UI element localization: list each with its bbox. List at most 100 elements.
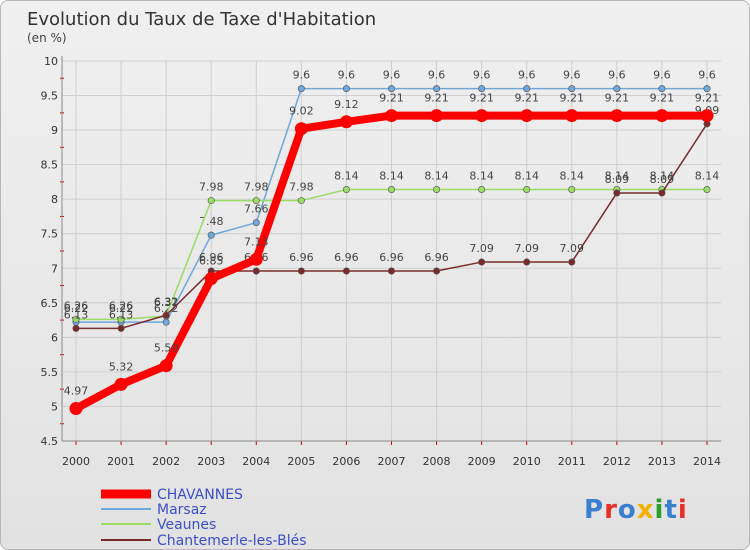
- data-point: [342, 267, 350, 275]
- data-point: [658, 189, 666, 197]
- data-label: 8.14: [424, 170, 449, 183]
- data-label: 8.14: [650, 170, 675, 183]
- data-point: [433, 85, 441, 93]
- x-tick-label: 2005: [287, 455, 315, 468]
- data-point: [207, 231, 215, 239]
- legend-label: Veaunes: [157, 517, 216, 533]
- data-label: 7.66: [244, 203, 269, 216]
- data-label: 8.14: [695, 170, 720, 183]
- x-tick-label: 2000: [62, 455, 90, 468]
- x-tick-label: 2009: [468, 455, 496, 468]
- data-label: 6.96: [199, 251, 224, 264]
- data-point: [430, 109, 444, 123]
- data-label: 9.6: [608, 69, 626, 82]
- data-label: 4.97: [64, 385, 89, 398]
- data-point: [478, 85, 486, 93]
- y-tick-label: 8.5: [41, 159, 59, 172]
- data-point: [162, 318, 170, 326]
- data-label: 9.21: [424, 92, 449, 105]
- grid: [62, 60, 721, 442]
- data-label: 9.6: [473, 69, 491, 82]
- data-label: 6.22: [64, 302, 89, 315]
- logo-letter: o: [618, 495, 637, 525]
- legend-label: Marsaz: [157, 502, 207, 518]
- data-label: 9.02: [289, 105, 314, 118]
- data-label: 9.6: [563, 69, 581, 82]
- data-label: 8.09: [650, 173, 675, 186]
- x-tick-label: 2001: [107, 455, 135, 468]
- data-label: 9.21: [605, 92, 630, 105]
- data-label: 8.14: [560, 170, 585, 183]
- data-point: [207, 197, 215, 205]
- x-tick-label: 2013: [648, 455, 676, 468]
- data-point: [252, 267, 260, 275]
- data-point: [72, 315, 80, 323]
- x-tick-label: 2007: [378, 455, 406, 468]
- data-label: 7.13: [244, 235, 269, 248]
- chart-title: Evolution du Taux de Taxe d'Habitation: [27, 9, 376, 30]
- data-point: [297, 197, 305, 205]
- data-point: [613, 85, 621, 93]
- x-tick-label: 2004: [242, 455, 270, 468]
- data-label: 6.13: [64, 308, 89, 321]
- y-tick-label: 9: [51, 124, 58, 137]
- y-tick-label: 4.5: [41, 435, 59, 448]
- logo-letter: x: [637, 495, 655, 525]
- x-tick-label: 2010: [513, 455, 541, 468]
- data-point: [387, 85, 395, 93]
- data-point: [523, 186, 531, 194]
- data-point: [252, 219, 260, 227]
- chart-subtitle: (en %): [27, 31, 67, 45]
- data-point: [433, 186, 441, 194]
- y-tick-label: 5.5: [41, 366, 59, 379]
- data-point: [610, 109, 624, 123]
- logo-letter: P: [584, 495, 604, 525]
- data-label: 8.14: [514, 170, 539, 183]
- y-tick-label: 9.5: [41, 90, 59, 103]
- series: 6.22 6.22 6.22 7.48 7.66 9.6 9.6 9.6 9.6 9.6 9.6 9.…: [64, 69, 720, 416]
- logo-letter: i: [655, 495, 665, 525]
- data-label: 7.09: [469, 242, 494, 255]
- data-point: [433, 267, 441, 275]
- data-label: 6.96: [334, 251, 359, 264]
- x-tick-label: 2006: [332, 455, 360, 468]
- data-label: 6.13: [109, 308, 134, 321]
- data-point: [523, 85, 531, 93]
- data-point: [297, 85, 305, 93]
- axes: 4.5 5 5.5 6 6.5 7 7.5 8 8.5 9 9.5 10 2000 2001 2002 200…: [41, 55, 721, 468]
- y-tick-label: 10: [44, 55, 58, 68]
- x-tick-label: 2003: [197, 455, 225, 468]
- data-point: [703, 186, 711, 194]
- data-label: 9.6: [338, 69, 356, 82]
- data-point: [658, 85, 666, 93]
- data-point: [342, 186, 350, 194]
- data-label: 9.6: [293, 69, 311, 82]
- y-tick-label: 6.5: [41, 297, 59, 310]
- data-point: [523, 258, 531, 266]
- data-label: 6.96: [379, 251, 404, 264]
- logo-letter: r: [604, 495, 618, 525]
- data-point: [117, 315, 125, 323]
- y-tick-label: 8: [51, 193, 58, 206]
- x-tick-label: 2014: [693, 455, 721, 468]
- data-label: 8.14: [379, 170, 404, 183]
- data-label: 9.6: [698, 69, 716, 82]
- data-point: [568, 186, 576, 194]
- data-point: [342, 85, 350, 93]
- data-label: 8.09: [605, 173, 630, 186]
- data-label: 6.96: [424, 251, 449, 264]
- proxiti-logo: Proxiti: [584, 495, 687, 525]
- data-point: [703, 85, 711, 93]
- data-label: 5.59: [154, 342, 179, 355]
- data-label: 6.31: [154, 296, 179, 309]
- x-tick-label: 2002: [152, 455, 180, 468]
- data-label: 9.21: [650, 92, 675, 105]
- data-label: 6.26: [64, 299, 89, 312]
- data-point: [117, 324, 125, 332]
- data-label: 6.22: [154, 302, 179, 315]
- data-label: 9.21: [695, 92, 720, 105]
- data-point: [69, 402, 83, 416]
- data-label: 5.32: [109, 360, 134, 373]
